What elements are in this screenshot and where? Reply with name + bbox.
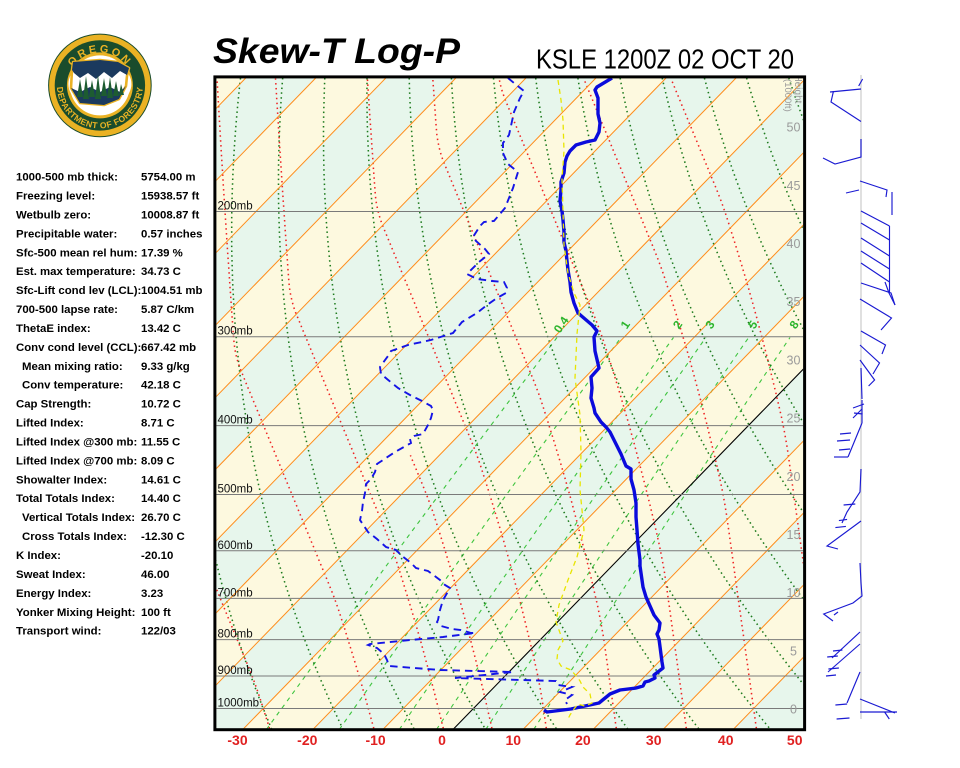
svg-text:11.55 C: 11.55 C: [141, 437, 180, 449]
svg-text:Energy Index:: Energy Index:: [16, 588, 91, 600]
svg-text:1004.51 mb: 1004.51 mb: [141, 285, 202, 297]
svg-text:10: 10: [506, 732, 522, 748]
svg-text:5754.00 m: 5754.00 m: [141, 172, 195, 184]
svg-text:-30: -30: [227, 732, 247, 748]
svg-text:667.42 mb: 667.42 mb: [141, 342, 196, 354]
svg-text:Precipitable water:: Precipitable water:: [16, 228, 117, 240]
svg-text:8.09 C: 8.09 C: [141, 455, 175, 467]
svg-text:Mean mixing ratio:: Mean mixing ratio:: [22, 361, 123, 373]
svg-text:ThetaE index:: ThetaE index:: [16, 323, 91, 335]
svg-text:34.73 C: 34.73 C: [141, 266, 181, 278]
svg-text:Lifted Index:: Lifted Index:: [16, 418, 84, 430]
svg-text:3.23: 3.23: [141, 588, 163, 600]
svg-text:50: 50: [787, 732, 803, 748]
svg-text:(1000ft): (1000ft): [782, 79, 793, 112]
svg-text:20: 20: [575, 732, 591, 748]
svg-text:45: 45: [787, 179, 801, 193]
svg-text:Est. max temperature:: Est. max temperature:: [16, 266, 136, 278]
svg-text:K Index:: K Index:: [16, 550, 61, 562]
svg-text:0.57 inches: 0.57 inches: [141, 228, 202, 240]
svg-text:0: 0: [790, 703, 797, 717]
svg-text:100 ft: 100 ft: [141, 607, 171, 619]
svg-text:Freezing level:: Freezing level:: [16, 191, 95, 203]
svg-text:Showalter Index:: Showalter Index:: [16, 474, 107, 486]
svg-text:10.72 C: 10.72 C: [141, 399, 181, 411]
svg-text:-12.30 C: -12.30 C: [141, 531, 185, 543]
svg-text:14.40 C: 14.40 C: [141, 493, 181, 505]
svg-text:26.70 C: 26.70 C: [141, 512, 181, 524]
svg-text:Vertical Totals Index:: Vertical Totals Index:: [22, 512, 135, 524]
svg-text:700mb: 700mb: [218, 587, 253, 599]
svg-text:Cap Strength:: Cap Strength:: [16, 399, 91, 411]
svg-text:Yonker Mixing Height:: Yonker Mixing Height:: [16, 607, 135, 619]
svg-text:5.87 C/km: 5.87 C/km: [141, 304, 194, 316]
svg-text:13.42 C: 13.42 C: [141, 323, 181, 335]
svg-text:-20.10: -20.10: [141, 550, 173, 562]
svg-text:50: 50: [787, 121, 801, 135]
svg-text:17.39 %: 17.39 %: [141, 247, 183, 259]
svg-text:10: 10: [787, 586, 801, 600]
svg-text:46.00: 46.00: [141, 569, 170, 581]
svg-text:500mb: 500mb: [218, 484, 253, 496]
svg-text:KSLE 1200Z 02 OCT 20: KSLE 1200Z 02 OCT 20: [536, 44, 794, 75]
svg-text:Lifted Index @700 mb:: Lifted Index @700 mb:: [16, 455, 137, 467]
svg-text:15938.57 ft: 15938.57 ft: [141, 191, 199, 203]
svg-text:300mb: 300mb: [218, 326, 253, 338]
svg-text:400mb: 400mb: [218, 415, 253, 427]
svg-text:40: 40: [718, 732, 734, 748]
svg-text:0: 0: [438, 732, 446, 748]
svg-text:Sfc-Lift cond lev (LCL):: Sfc-Lift cond lev (LCL):: [16, 285, 141, 297]
svg-text:15: 15: [787, 528, 801, 542]
svg-text:14.61 C: 14.61 C: [141, 474, 181, 486]
svg-text:5: 5: [790, 644, 797, 658]
svg-text:40: 40: [787, 237, 801, 251]
svg-text:Conv temperature:: Conv temperature:: [22, 380, 123, 392]
svg-text:1000-500 mb thick:: 1000-500 mb thick:: [16, 172, 118, 184]
svg-text:Total Totals Index:: Total Totals Index:: [16, 493, 115, 505]
svg-text:-10: -10: [365, 732, 385, 748]
svg-text:30: 30: [646, 732, 662, 748]
svg-text:Conv cond level (CCL):: Conv cond level (CCL):: [16, 342, 141, 354]
svg-text:Wetbulb zero:: Wetbulb zero:: [16, 209, 91, 221]
svg-text:8.71 C: 8.71 C: [141, 418, 175, 430]
svg-text:Height: Height: [792, 75, 803, 104]
svg-text:1000mb: 1000mb: [218, 698, 260, 710]
svg-text:Cross Totals Index:: Cross Totals Index:: [22, 531, 127, 543]
svg-text:800mb: 800mb: [218, 629, 253, 641]
svg-text:Skew-T Log-P: Skew-T Log-P: [213, 31, 460, 71]
svg-text:600mb: 600mb: [218, 540, 253, 552]
svg-text:35: 35: [787, 295, 801, 309]
svg-text:25: 25: [787, 412, 801, 426]
svg-text:900mb: 900mb: [218, 665, 253, 677]
svg-text:Transport wind:: Transport wind:: [16, 626, 101, 638]
svg-text:Sweat Index:: Sweat Index:: [16, 569, 86, 581]
svg-text:10008.87 ft: 10008.87 ft: [141, 209, 199, 221]
svg-text:20: 20: [787, 470, 801, 484]
svg-text:Lifted Index @300 mb:: Lifted Index @300 mb:: [16, 437, 137, 449]
svg-text:42.18 C: 42.18 C: [141, 380, 181, 392]
svg-text:122/03: 122/03: [141, 626, 176, 638]
svg-text:700-500 lapse rate:: 700-500 lapse rate:: [16, 304, 118, 316]
svg-text:9.33 g/kg: 9.33 g/kg: [141, 361, 190, 373]
svg-text:30: 30: [787, 353, 801, 367]
svg-text:Sfc-500 mean rel hum:: Sfc-500 mean rel hum:: [16, 247, 138, 259]
svg-text:200mb: 200mb: [218, 201, 253, 213]
svg-text:-20: -20: [297, 732, 317, 748]
